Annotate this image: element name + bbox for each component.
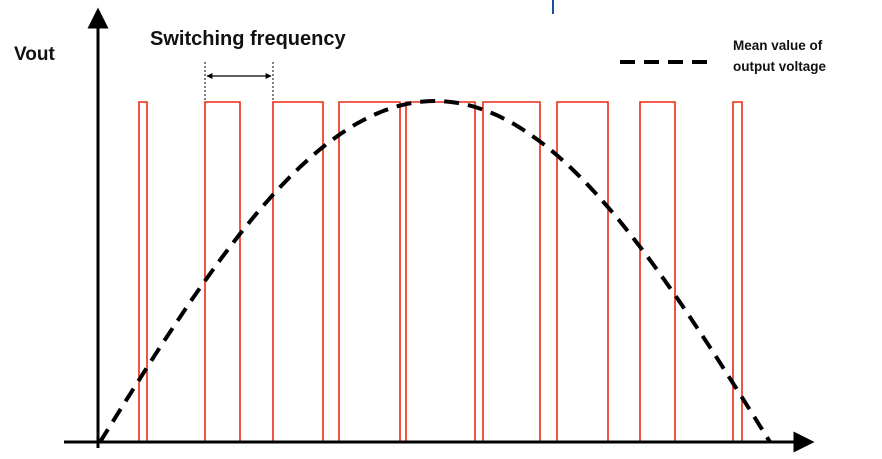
pwm-pulse-7 [556, 101, 609, 442]
pwm-pulse-4 [338, 101, 401, 442]
pwm-pulse-8 [639, 101, 676, 442]
pwm-pulse-5 [405, 101, 476, 442]
mean-voltage-curve [98, 98, 772, 444]
pwm-pulse-6 [482, 101, 541, 442]
pwm-pulse-3 [272, 101, 324, 442]
pwm-pulse-train [138, 101, 743, 442]
switching-frequency-label: Switching frequency [150, 28, 346, 50]
pwm-pulse-9 [732, 101, 743, 442]
legend-label-line2: output voltage [733, 59, 826, 74]
pwm-pulse-1 [138, 101, 148, 442]
legend-label-line1: Mean value of [733, 38, 823, 53]
pwm-pulse-2 [204, 101, 241, 442]
y-axis-label: Vout [14, 44, 55, 65]
